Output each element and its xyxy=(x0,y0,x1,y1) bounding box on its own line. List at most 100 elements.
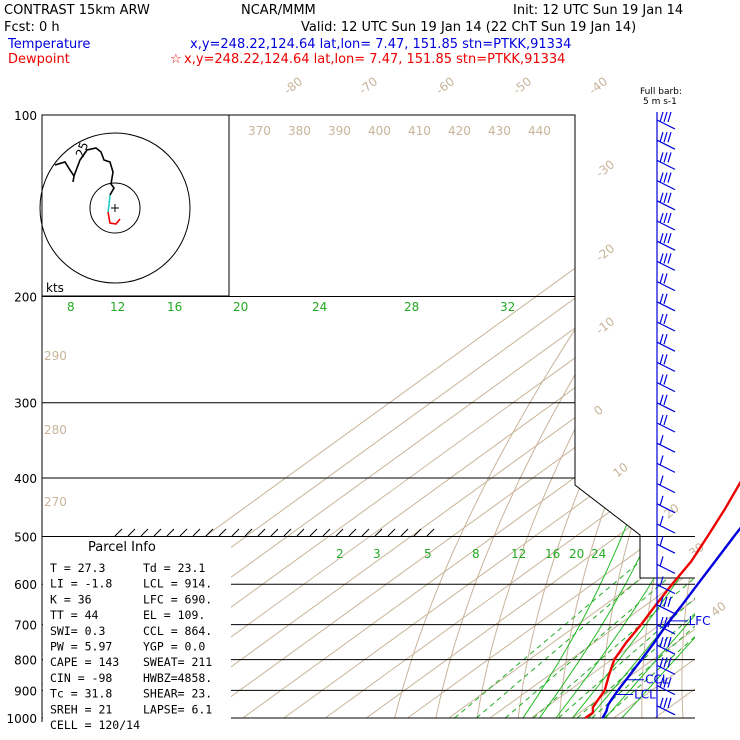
barb-flag xyxy=(659,394,664,405)
parcel-info-box: Parcel Info T = 27.3 Td = 23.1 LI = -1.8 LC… xyxy=(43,537,231,732)
hatch-mark xyxy=(179,528,188,537)
parcel-left-8: Tc = 31.8 xyxy=(50,687,112,701)
theta-label-400: 400 xyxy=(368,124,391,138)
parcel-right-6: SWEAT= 211 xyxy=(143,655,212,669)
isotherm--20 xyxy=(407,115,695,719)
barb-flag xyxy=(659,556,664,567)
wind-barb xyxy=(656,354,676,372)
barb-flag xyxy=(663,697,668,708)
barb-flag xyxy=(667,677,672,688)
hodograph-trace-mid xyxy=(107,194,111,213)
hatch-mark xyxy=(231,528,240,537)
barb-flag xyxy=(659,172,664,183)
level-label-LFC: LFC xyxy=(689,614,711,628)
barb-flag xyxy=(667,233,672,244)
pressure-label-100: 100 xyxy=(14,109,37,123)
wind-barb xyxy=(656,616,676,635)
parcel-left-1: LI = -1.8 xyxy=(50,577,112,591)
mixing-label-8: 8 xyxy=(472,547,480,561)
theta-label-440: 440 xyxy=(528,124,551,138)
wind-barb xyxy=(656,536,676,554)
barb-flag xyxy=(663,132,668,143)
parcel-left-7: CIN = -98 xyxy=(50,671,112,685)
parcel-left-0: T = 27.3 xyxy=(50,561,105,575)
pressure-label-700: 700 xyxy=(14,619,37,633)
wind-barb xyxy=(656,172,676,191)
barb-flag xyxy=(663,192,668,203)
barb-flag xyxy=(667,596,672,607)
legend-temperature-info: x,y=248.22,124.64 lat,lon= 7.47, 151.85 … xyxy=(190,37,571,52)
barb-flag xyxy=(659,334,664,345)
isotherm-label-0: 0 xyxy=(591,403,606,419)
barb-flag xyxy=(659,253,664,264)
barb-flag xyxy=(663,354,668,365)
moist-label-16: 16 xyxy=(167,300,182,314)
hodograph-box xyxy=(41,114,230,297)
temperature-trace xyxy=(601,526,740,719)
hatch-mark xyxy=(348,528,357,537)
barb-flag xyxy=(667,616,672,628)
hatch-mark xyxy=(374,528,383,537)
isotherm--40 xyxy=(324,115,695,719)
wind-barb xyxy=(656,293,676,312)
barb-flag xyxy=(667,192,672,203)
mixing-label-20: 20 xyxy=(569,547,584,561)
header-valid: Valid: 12 UTC Sun 19 Jan 14 (22 ChT Sun … xyxy=(301,20,636,35)
isotherm-label-10: 10 xyxy=(610,460,631,480)
parcel-left-9: SREH = 21 xyxy=(50,702,112,716)
wind-barb xyxy=(656,111,676,130)
pressure-labels: 100 200 300 400 500 600 700 800 900 1000 xyxy=(6,109,37,726)
barb-flag xyxy=(659,313,664,325)
hatch-mark xyxy=(387,528,396,537)
moist-label-32: 32 xyxy=(500,300,515,314)
barb-flag xyxy=(667,111,672,123)
mixing-label-16: 16 xyxy=(545,547,560,561)
isotherm-label-40: 40 xyxy=(708,599,729,619)
barb-flag xyxy=(659,657,664,668)
barb-flag xyxy=(663,111,668,123)
hatch-mark xyxy=(127,528,136,537)
hodograph-ring-outer xyxy=(39,132,191,284)
wind-barb xyxy=(656,697,676,716)
moist-adiabat-12 xyxy=(538,296,695,719)
mixing-ratio-labels: 8 12 16 20 24 28 32 2 3 5 8 12 16 20 24 xyxy=(67,300,606,561)
wind-barb xyxy=(656,374,676,393)
hodograph: 25 kts xyxy=(39,114,230,297)
barb-flag xyxy=(667,212,672,224)
dry-adiabat-290 xyxy=(558,115,695,719)
isotherm--30 xyxy=(366,115,695,719)
hatch-mark xyxy=(335,528,344,537)
wind-barb xyxy=(656,677,676,696)
wind-barb xyxy=(656,313,676,332)
wind-barb xyxy=(656,394,676,413)
wind-barb xyxy=(656,576,676,595)
moist-label-12: 12 xyxy=(110,300,125,314)
hodograph-units: kts xyxy=(46,281,64,295)
isotherm-label--20: -20 xyxy=(593,241,617,264)
moist-label-24: 24 xyxy=(312,300,327,314)
hatch-mark xyxy=(322,528,331,537)
moist-label-28: 28 xyxy=(404,300,419,314)
parcel-right-4: CCL = 864. xyxy=(143,624,212,638)
hatch-mark xyxy=(413,528,422,537)
hatch-mark xyxy=(283,528,292,537)
wind-barb xyxy=(656,556,676,574)
barb-flag xyxy=(663,414,668,426)
wind-barb xyxy=(656,334,676,352)
moist-adiabat-24 xyxy=(588,296,695,719)
isotherm-30 xyxy=(613,115,695,719)
barb-flag xyxy=(663,374,668,385)
legend-temperature: Temperature xyxy=(7,37,90,52)
mixing-ratio-2 xyxy=(454,536,671,719)
hodograph-ring-label: 25 xyxy=(73,140,91,159)
parcel-right-2: LFC = 690. xyxy=(143,592,212,606)
pressure-label-500: 500 xyxy=(14,530,37,544)
theta-label-270: 270 xyxy=(44,495,67,509)
barb-flag xyxy=(663,677,668,688)
parcel-right-3: EL = 109. xyxy=(143,608,205,622)
pressure-label-200: 200 xyxy=(14,291,37,305)
pressure-label-800: 800 xyxy=(14,654,37,668)
moist-label-20: 20 xyxy=(233,300,248,314)
barb-flag xyxy=(659,111,664,123)
